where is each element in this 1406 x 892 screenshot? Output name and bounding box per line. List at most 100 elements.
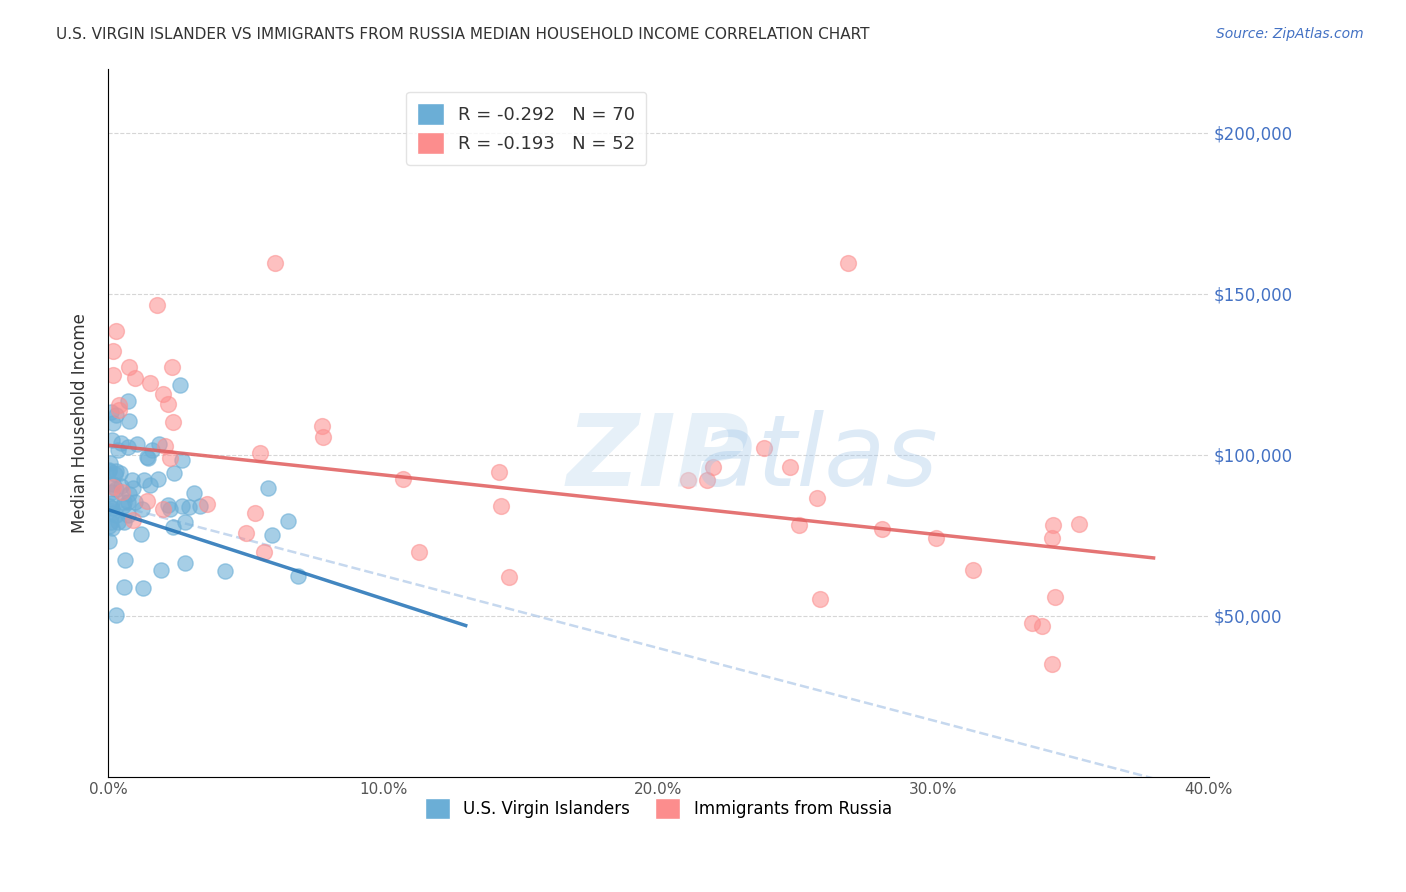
Point [159,502,181,516]
Point [112,500,135,514]
Point [100,405,122,419]
Point [122,481,145,495]
Text: Source: ZipAtlas.com: Source: ZipAtlas.com [1216,27,1364,41]
Point [1040,531,1063,545]
Point [104,508,127,522]
Point [174,556,197,570]
Point [101,484,124,499]
Point [163,466,186,480]
Point [159,451,181,466]
Point [112,515,135,529]
Text: atlas: atlas [697,409,939,507]
Point [108,398,131,412]
Point [173,515,195,529]
Point [787,518,810,533]
Point [245,506,267,520]
Point [311,419,333,434]
Point [117,495,139,509]
Point [110,436,132,450]
Point [179,500,201,515]
Legend: U.S. Virgin Islanders, Immigrants from Russia: U.S. Virgin Islanders, Immigrants from R… [419,791,898,825]
Point [117,413,139,427]
Point [924,531,946,545]
Point [870,522,893,536]
Point [162,519,184,533]
Point [157,397,180,411]
Point [808,591,831,606]
Text: U.S. VIRGIN ISLANDER VS IMMIGRANTS FROM RUSSIA MEDIAN HOUSEHOLD INCOME CORRELATI: U.S. VIRGIN ISLANDER VS IMMIGRANTS FROM … [56,27,870,42]
Point [101,433,124,447]
Point [1043,590,1066,604]
Point [134,473,156,487]
Point [195,497,218,511]
Point [112,495,135,509]
Point [101,476,124,491]
Point [153,439,176,453]
Point [162,415,184,429]
Point [131,502,153,516]
Point [146,472,169,486]
Point [277,514,299,528]
Point [702,459,724,474]
Point [117,393,139,408]
Point [235,525,257,540]
Point [107,402,129,417]
Point [101,501,124,516]
Point [391,472,413,486]
Point [122,513,145,527]
Point [1067,517,1090,532]
Point [129,526,152,541]
Point [806,491,828,505]
Point [121,473,143,487]
Point [249,446,271,460]
Point [107,442,129,457]
Point [252,545,274,559]
Point [1031,619,1053,633]
Point [98,463,121,477]
Point [696,473,718,487]
Point [148,437,170,451]
Point [112,580,135,594]
Point [98,533,121,548]
Point [98,464,121,478]
Point [98,456,121,470]
Point [136,451,159,466]
Point [117,440,139,454]
Point [132,581,155,595]
Point [498,570,520,584]
Point [183,485,205,500]
Point [489,500,512,514]
Point [105,324,128,338]
Point [152,386,174,401]
Point [160,359,183,374]
Point [1042,518,1064,533]
Point [779,460,801,475]
Point [110,466,132,480]
Point [105,482,128,496]
Point [100,521,122,535]
Point [114,552,136,566]
Point [104,608,127,623]
Point [103,368,125,382]
Point [117,508,139,522]
Point [752,441,775,455]
Point [149,563,172,577]
Point [676,473,699,487]
Point [136,494,159,508]
Point [214,564,236,578]
Point [264,256,287,270]
Point [1021,615,1043,630]
Point [98,500,121,514]
Point [101,506,124,520]
Point [124,495,146,509]
Point [172,453,194,467]
Point [1040,657,1063,672]
Point [103,479,125,493]
Point [103,467,125,482]
Point [962,563,984,577]
Point [107,515,129,529]
Point [98,519,121,533]
Point [111,485,134,500]
Point [139,477,162,491]
Point [110,479,132,493]
